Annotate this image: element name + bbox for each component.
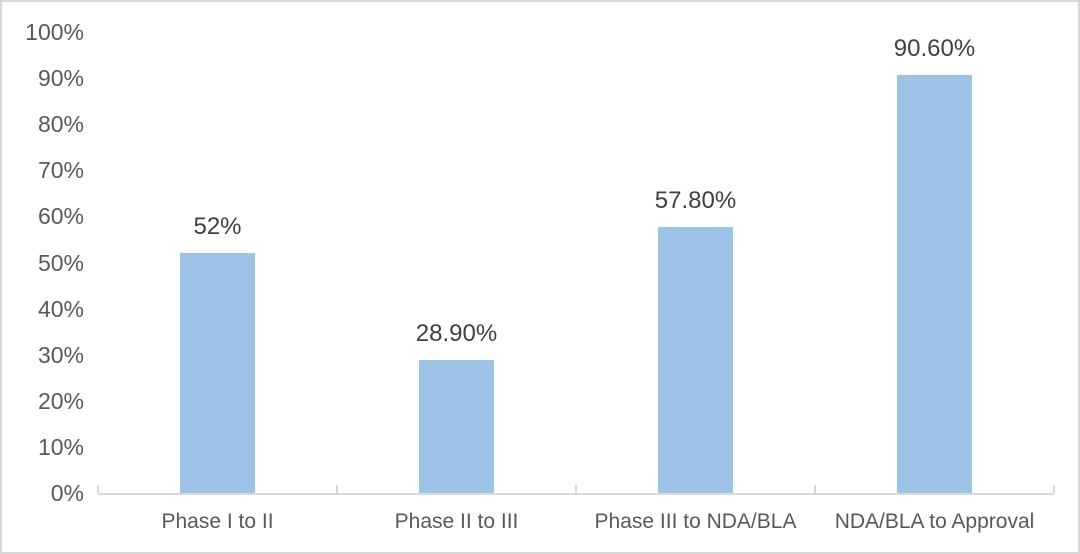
- x-axis-tick: [814, 485, 816, 493]
- y-tick-label: 30%: [37, 341, 84, 368]
- y-tick-label: 90%: [37, 65, 84, 92]
- bar-3: [658, 226, 733, 493]
- x-axis-tick: [1053, 485, 1055, 493]
- y-tick-label: 20%: [37, 387, 84, 414]
- y-tick-label: 0%: [50, 480, 84, 506]
- x-category-label: Phase I to II: [161, 510, 274, 533]
- y-tick-label: 10%: [37, 433, 84, 460]
- x-category-label: NDA/BLA to Approval: [834, 510, 1035, 533]
- x-axis-tick: [575, 485, 577, 493]
- x-axis-line: [98, 493, 1054, 495]
- x-category-label: Phase III to NDA/BLA: [594, 510, 797, 533]
- bar-data-label: 28.90%: [415, 319, 498, 347]
- bar-data-label: 57.80%: [654, 186, 737, 214]
- bar-data-label: 52%: [193, 213, 242, 241]
- bar-2: [419, 359, 494, 493]
- y-tick-label: 80%: [37, 111, 84, 138]
- y-tick-label: 70%: [37, 157, 84, 184]
- x-axis-tick: [336, 485, 338, 493]
- x-axis-tick: [97, 485, 99, 493]
- bar-4: [897, 75, 972, 493]
- y-tick-label: 40%: [37, 295, 84, 322]
- x-category-label: Phase II to III: [394, 510, 519, 533]
- bar-data-label: 90.60%: [893, 35, 976, 63]
- bar-1: [180, 253, 255, 493]
- y-tick-label: 60%: [37, 203, 84, 230]
- y-tick-label: 100%: [25, 19, 84, 45]
- y-tick-label: 50%: [37, 249, 84, 276]
